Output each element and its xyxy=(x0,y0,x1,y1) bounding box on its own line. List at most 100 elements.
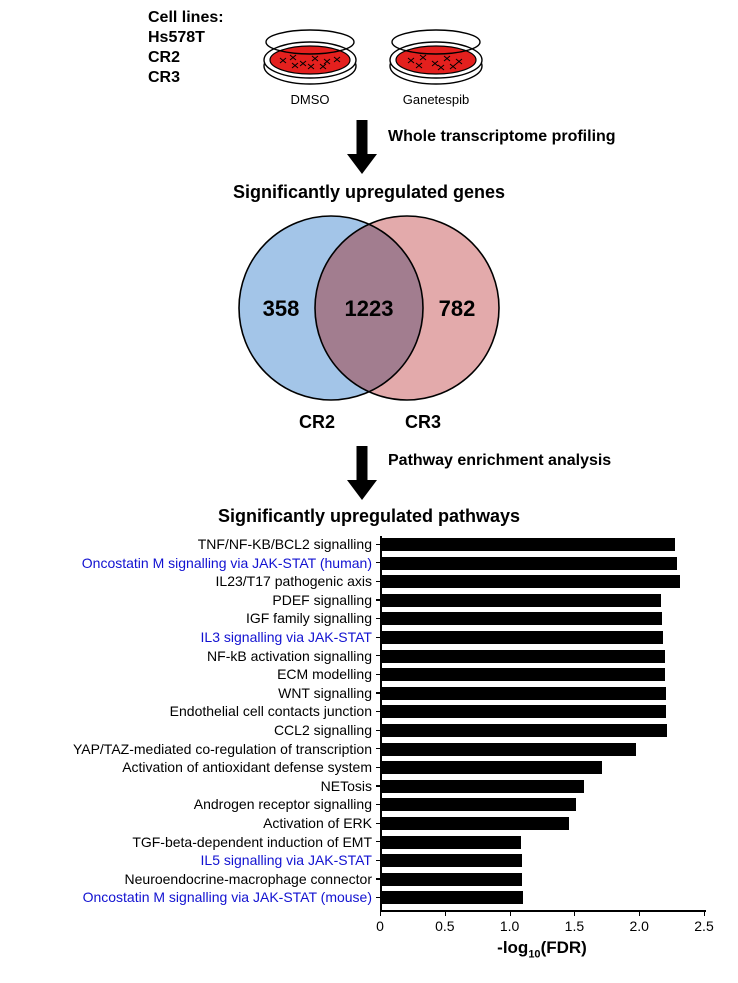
pathway-label: IL23/T17 pathogenic axis xyxy=(28,574,372,588)
pathway-bar xyxy=(382,557,677,570)
cell-lines-heading: Cell lines: xyxy=(148,8,224,28)
pathway-label: WNT signalling xyxy=(28,686,372,700)
y-tick xyxy=(376,823,382,824)
y-tick xyxy=(376,581,382,582)
pathway-bar xyxy=(382,854,522,867)
pathway-label: NETosis xyxy=(28,779,372,793)
venn-left-count: 358 xyxy=(263,296,300,321)
pathway-bar xyxy=(382,836,521,849)
pathway-bar xyxy=(382,798,576,811)
figure-page: Cell lines: Hs578T CR2 CR3 xyxy=(0,0,738,983)
y-tick xyxy=(376,711,382,712)
pathway-label: YAP/TAZ-mediated co-regulation of transc… xyxy=(28,742,372,756)
venn-title: Significantly upregulated genes xyxy=(0,182,738,203)
dish-dmso: DMSO xyxy=(262,28,358,107)
y-tick xyxy=(376,897,382,898)
x-tick-label: 1.5 xyxy=(565,918,584,934)
cell-line-2: CR2 xyxy=(148,48,224,68)
y-tick xyxy=(376,841,382,842)
cell-lines-block: Cell lines: Hs578T CR2 CR3 xyxy=(148,8,224,88)
pathway-label: TNF/NF-KB/BCL2 signalling xyxy=(28,537,372,551)
pathway-label: Activation of ERK xyxy=(28,816,372,830)
x-tick xyxy=(445,910,446,916)
pathway-bar xyxy=(382,817,569,830)
petri-dish-icon xyxy=(388,28,484,88)
pathway-bar xyxy=(382,705,666,718)
y-tick xyxy=(376,804,382,805)
y-tick xyxy=(376,692,382,693)
pathway-bar xyxy=(382,668,665,681)
y-tick xyxy=(376,674,382,675)
pathway-bar xyxy=(382,891,523,904)
pathway-label: PDEF signalling xyxy=(28,593,372,607)
x-tick-label: 2.5 xyxy=(694,918,713,934)
y-tick xyxy=(376,878,382,879)
pathway-bar xyxy=(382,687,666,700)
pathway-label: IL5 signalling via JAK-STAT xyxy=(28,853,372,867)
pathway-bar xyxy=(382,612,662,625)
venn-right-label: CR3 xyxy=(405,412,441,432)
y-tick xyxy=(376,544,382,545)
y-tick xyxy=(376,785,382,786)
x-tick xyxy=(574,910,575,916)
x-tick-label: 0 xyxy=(376,918,384,934)
cell-line-3: CR3 xyxy=(148,68,224,88)
y-tick xyxy=(376,618,382,619)
x-axis-label: -log10(FDR) xyxy=(380,938,704,960)
y-tick xyxy=(376,767,382,768)
cell-line-1: Hs578T xyxy=(148,28,224,48)
dish-ganetespib: Ganetespib xyxy=(388,28,484,107)
x-tick-label: 1.0 xyxy=(500,918,519,934)
venn-left-label: CR2 xyxy=(299,412,335,432)
pathway-bar xyxy=(382,761,602,774)
arrow-down-icon xyxy=(345,444,379,502)
pathway-bar xyxy=(382,873,522,886)
pathway-label: Neuroendocrine-macrophage connector xyxy=(28,872,372,886)
pathway-bar xyxy=(382,724,667,737)
pathway-label: NF-kB activation signalling xyxy=(28,649,372,663)
dish-label-dmso: DMSO xyxy=(262,92,358,107)
x-tick xyxy=(510,910,511,916)
pathway-bar xyxy=(382,575,680,588)
x-tick xyxy=(639,910,640,916)
pathway-label: Activation of antioxidant defense system xyxy=(28,760,372,774)
venn-overlap-count: 1223 xyxy=(345,296,394,321)
arrow2-label: Pathway enrichment analysis xyxy=(388,452,611,470)
bar-chart-title: Significantly upregulated pathways xyxy=(0,506,738,527)
y-tick xyxy=(376,655,382,656)
pathway-label: Oncostatin M signalling via JAK-STAT (hu… xyxy=(28,556,372,570)
pathway-bar xyxy=(382,743,636,756)
pathway-bar xyxy=(382,650,665,663)
dish-row: DMSO Ganetespib xyxy=(262,28,484,107)
pathway-label: Androgen receptor signalling xyxy=(28,797,372,811)
y-tick xyxy=(376,562,382,563)
pathway-bar xyxy=(382,780,584,793)
x-tick-label: 2.0 xyxy=(629,918,648,934)
y-tick xyxy=(376,860,382,861)
arrow-down-icon xyxy=(345,118,379,176)
pathway-label: TGF-beta-dependent induction of EMT xyxy=(28,835,372,849)
petri-dish-icon xyxy=(262,28,358,88)
venn-diagram: 358 1223 782 CR2 CR3 xyxy=(209,210,529,440)
y-tick xyxy=(376,730,382,731)
pathway-bar xyxy=(382,594,661,607)
y-tick xyxy=(376,599,382,600)
plot-area xyxy=(380,536,706,912)
pathway-label: Endothelial cell contacts junction xyxy=(28,704,372,718)
pathway-label: CCL2 signalling xyxy=(28,723,372,737)
arrow1-label: Whole transcriptome profiling xyxy=(388,128,616,146)
pathway-bar xyxy=(382,631,663,644)
pathway-bar xyxy=(382,538,675,551)
x-tick xyxy=(380,910,381,916)
x-tick-label: 0.5 xyxy=(435,918,454,934)
y-tick xyxy=(376,748,382,749)
x-tick xyxy=(704,910,705,916)
pathway-label: ECM modelling xyxy=(28,667,372,681)
pathway-label: IGF family signalling xyxy=(28,611,372,625)
dish-label-ganetespib: Ganetespib xyxy=(388,92,484,107)
venn-right-count: 782 xyxy=(439,296,476,321)
bar-chart: -log10(FDR) TNF/NF-KB/BCL2 signalling Onc… xyxy=(26,536,712,966)
pathway-label: Oncostatin M signalling via JAK-STAT (mo… xyxy=(28,890,372,904)
pathway-label: IL3 signalling via JAK-STAT xyxy=(28,630,372,644)
y-tick xyxy=(376,637,382,638)
